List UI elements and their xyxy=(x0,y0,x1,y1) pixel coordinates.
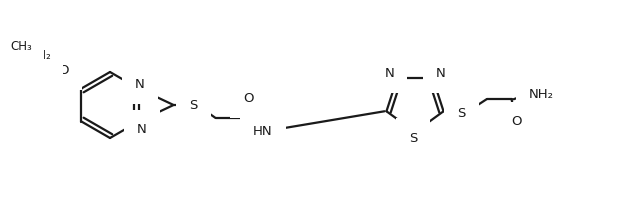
Text: N: N xyxy=(136,123,146,136)
Text: HN: HN xyxy=(253,125,272,138)
Text: S: S xyxy=(458,107,466,120)
Text: O: O xyxy=(243,92,254,104)
Text: N: N xyxy=(135,78,144,91)
Text: S: S xyxy=(189,99,198,112)
Text: H: H xyxy=(135,73,144,86)
Text: O: O xyxy=(58,64,69,77)
Text: NH₂: NH₂ xyxy=(529,88,554,101)
Text: O: O xyxy=(512,115,522,128)
Text: N: N xyxy=(436,67,446,80)
Text: S: S xyxy=(409,132,417,145)
Text: CH₂: CH₂ xyxy=(30,49,51,62)
Text: N: N xyxy=(384,67,394,80)
Text: CH₃: CH₃ xyxy=(11,40,32,53)
